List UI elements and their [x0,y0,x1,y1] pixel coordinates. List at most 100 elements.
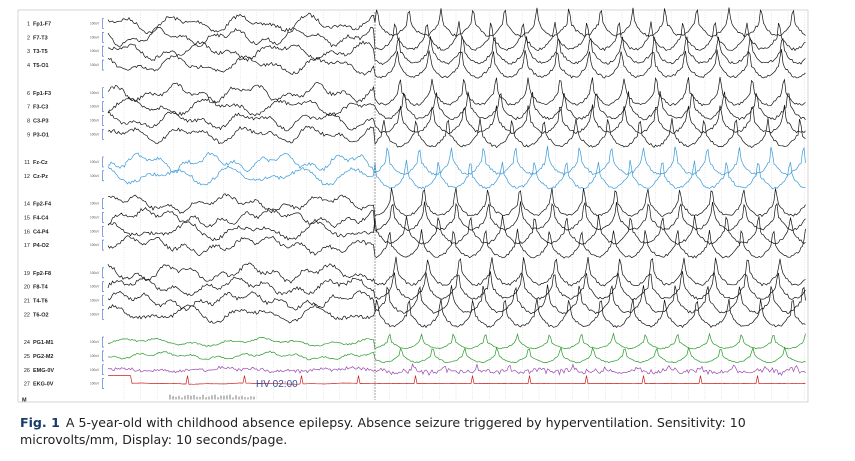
channel-number: 12 [24,174,30,180]
eeg-trace [107,332,806,350]
eeg-trace [107,362,806,376]
channel-name: Fz-Cz [33,160,48,166]
scale-label: 100uV [90,382,100,386]
scale-bracket [102,350,104,362]
eeg-trace [107,146,806,176]
scale-label: 100uV [90,229,100,233]
channel-number: 1 [27,22,30,28]
channel-number: 22 [24,312,30,318]
scale-bracket [102,364,104,376]
channel-number: 27 [24,382,30,388]
channel-name: F8-T4 [33,285,49,291]
channel-number: 2 [27,35,30,41]
scale-label: 100uV [90,174,100,178]
scale-label: 100uV [90,312,100,316]
scale-bracket [102,129,104,140]
eeg-trace [107,271,806,301]
scale-label: 100uV [90,368,100,372]
channel-name: PG2-M2 [33,354,53,360]
eeg-trace [107,7,806,38]
annotation: HV 02:00 [256,379,298,390]
eeg-trace [107,256,806,287]
eeg-trace [107,90,806,121]
scale-bracket [102,267,104,279]
scale-bracket [102,18,104,29]
scale-bracket [102,309,104,320]
scale-label: 100uV [90,35,100,39]
channel-number: 17 [24,243,30,249]
eeg-figure: 1 Fp1-F7 100uV 2 F7-T3 100uV 3 T3-T5 100uV 4 T5-O1… [17,7,809,403]
scale-bracket [102,225,104,237]
scale-label: 100uV [90,354,100,358]
scale-label: 100uV [90,105,100,109]
scale-label: 100uV [90,202,100,206]
marker-ticks [169,394,255,400]
channel-name: Cz-Pz [33,174,48,180]
channel-name: T5-O1 [33,63,49,69]
scale-bracket [102,170,104,182]
scale-bracket [102,32,104,43]
scale-label: 100uV [90,271,100,275]
channel-name: P3-O1 [33,132,49,138]
channel-number: 19 [24,271,30,277]
channel-name: Fp2-F4 [33,202,52,208]
channel-name: T3-T5 [33,49,48,55]
eeg-trace [107,187,806,218]
scale-bracket [102,87,104,99]
channel-number: 11 [24,160,30,166]
channel-name: F3-C3 [33,105,48,111]
channel-name: Fp1-F3 [33,91,51,97]
channel-name: Fp1-F7 [33,22,51,28]
scale-label: 100uV [90,160,100,164]
channel-number: 21 [24,299,30,305]
channel-name: PG1-M1 [33,340,53,346]
channel-number: 3 [27,49,30,55]
scale-bracket [102,59,104,71]
scale-label: 100uV [90,285,100,289]
scale-label: 100uV [90,49,100,53]
eeg-trace [107,77,806,107]
eeg-trace [107,284,806,315]
scale-label: 100uV [90,118,100,122]
scale-bracket [102,45,104,57]
channel-name: C3-P3 [33,118,49,124]
eeg-trace [108,375,806,385]
scale-bracket [102,378,104,389]
eeg-trace [107,117,806,149]
channel-number: 24 [24,340,30,346]
scale-bracket [102,239,104,251]
scale-bracket [102,212,104,223]
channel-name: EMG-0V [33,368,54,374]
channel-number: 6 [27,91,30,97]
marker-row-label: M [22,397,27,403]
channel-number: 16 [24,229,30,235]
scale-bracket [102,336,104,348]
eeg-trace [107,215,806,246]
channel-name: EKG-0V [33,382,54,388]
scale-label: 100uV [90,299,100,303]
channel-number: 25 [24,354,30,360]
scale-label: 100uV [90,63,100,67]
eeg-trace [107,228,806,259]
channel-name: T6-O2 [33,312,49,318]
scale-bracket [102,281,104,292]
eeg-trace [107,298,806,329]
channel-number: 15 [24,215,30,221]
channel-number: 26 [24,368,30,374]
channel-name: T4-T6 [33,299,48,305]
frame [17,9,809,403]
eeg-trace [107,201,806,232]
scale-label: 100uV [90,91,100,95]
channel-name: P4-O2 [33,243,49,249]
channel-number: 9 [27,132,30,138]
caption-text: A 5-year-old with childhood absence epil… [20,415,746,447]
eeg-trace [107,49,806,79]
eeg-trace [107,104,806,135]
scale-bracket [102,198,104,209]
scale-label: 100uV [90,132,100,136]
scale-label: 100uV [90,215,100,219]
eeg-trace [107,159,806,190]
eeg-trace [107,36,806,65]
channel-number: 4 [27,63,30,69]
